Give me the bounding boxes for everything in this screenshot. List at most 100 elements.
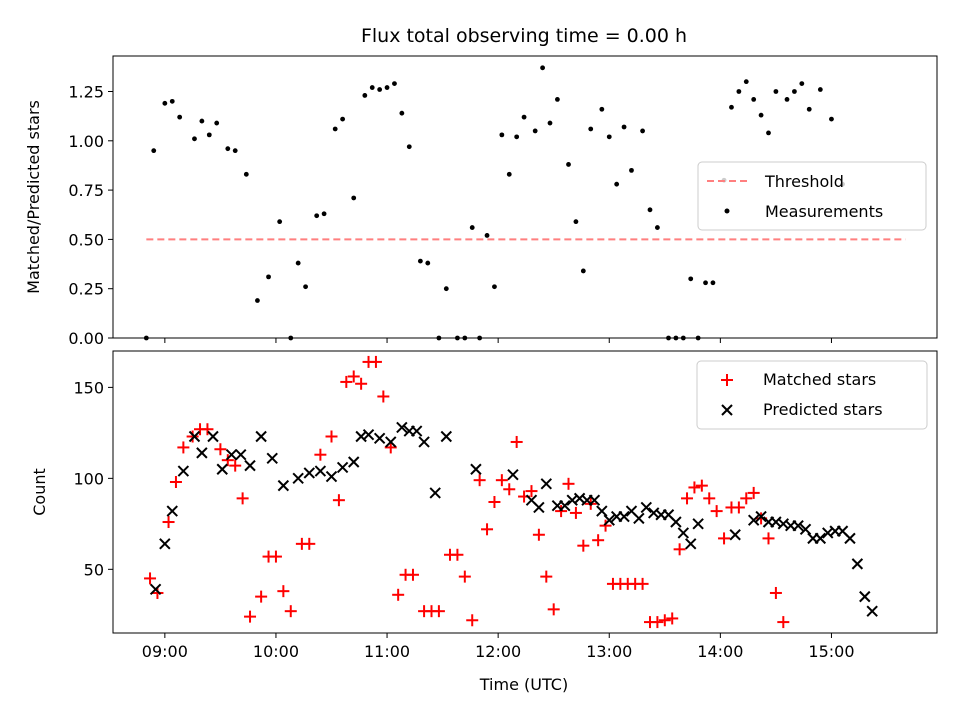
matched-star-point — [577, 539, 590, 552]
measurement-point — [766, 130, 771, 136]
predicted-star-point — [325, 470, 338, 483]
measurement-point — [784, 96, 790, 102]
measurement-point — [580, 268, 586, 274]
ratio-y-tick-label: 0.25 — [68, 280, 104, 299]
predicted-star-point — [670, 516, 682, 528]
measurement-point — [629, 167, 634, 173]
measurement-point — [266, 274, 271, 280]
count-x-tick-label: 14:00 — [697, 642, 743, 661]
count-x-tick-label: 11:00 — [364, 642, 410, 661]
measurement-point — [369, 85, 375, 90]
measurement-point — [243, 171, 249, 177]
matched-star-point — [325, 430, 338, 443]
measurement-point — [384, 85, 390, 90]
matched-star-point — [177, 441, 190, 454]
matched-star-point — [732, 501, 745, 514]
predicted-star-point — [685, 538, 697, 550]
predicted-star-point — [207, 430, 219, 443]
measurement-point — [417, 258, 423, 264]
matched-star-point — [384, 441, 397, 454]
predicted-star-point — [470, 463, 482, 475]
predicted-star-point — [429, 487, 441, 499]
measurement-point — [758, 112, 764, 118]
matched-star-point — [214, 443, 227, 456]
matched-star-point — [532, 528, 545, 541]
matched-star-point — [303, 537, 316, 550]
measurement-point — [688, 276, 694, 282]
matched-star-point — [377, 390, 390, 403]
matched-star-point — [592, 534, 605, 547]
measurement-point — [654, 225, 660, 230]
matched-star-point — [144, 572, 157, 585]
predicted-star-point — [799, 523, 812, 536]
predicted-star-point — [159, 538, 171, 550]
measurement-point — [162, 100, 168, 106]
predicted-star-point — [196, 447, 208, 459]
measurement-point — [214, 120, 220, 126]
measurement-point — [555, 96, 560, 102]
matched-star-point — [747, 486, 760, 499]
matched-star-point — [269, 550, 282, 563]
count-y-axis-title: Count — [30, 468, 49, 516]
predicted-star-point — [166, 505, 178, 517]
count-panel: 50 100 150 09:00 10:00 11:00 12:00 13:00 14:00 15… — [30, 350, 938, 694]
measurement-point — [443, 286, 449, 292]
matched-star-point — [229, 459, 242, 472]
matched-star-point — [666, 612, 679, 625]
matched-star-point — [277, 585, 290, 598]
predicted-star-point — [225, 448, 238, 461]
predicted-star-point — [814, 532, 827, 545]
matched-star-point — [284, 605, 297, 618]
predicted-star-point — [336, 461, 349, 474]
ratio-y-tick-label: 1.00 — [68, 132, 104, 151]
predicted-star-point — [640, 501, 652, 514]
matched-star-point — [703, 492, 716, 505]
predicted-star-point — [692, 518, 704, 530]
matched-star-point — [769, 586, 782, 599]
measurement-point — [599, 106, 605, 112]
measurement-point — [169, 98, 175, 104]
matched-star-point — [314, 448, 327, 461]
matched-star-point — [162, 516, 175, 529]
matched-star-point — [392, 588, 405, 601]
measurement-point — [521, 114, 527, 120]
predicted-star-point — [677, 527, 690, 539]
x-axis-title: Time (UTC) — [479, 675, 568, 694]
measurement-point — [192, 136, 197, 142]
predicted-legend-swatch — [721, 404, 733, 416]
measurements-legend-label: Measurements — [765, 202, 883, 221]
predicted-star-point — [235, 448, 247, 461]
measurement-point — [532, 128, 538, 134]
matched-star-point — [221, 454, 234, 467]
predicted-star-point — [633, 512, 645, 525]
measurement-point — [232, 148, 238, 154]
measurement-point — [425, 260, 431, 266]
measurement-point — [499, 132, 505, 138]
matched-star-point — [555, 505, 568, 518]
measurement-point — [399, 110, 405, 116]
predicted-star-point — [747, 514, 760, 526]
ratio-y-tick-label: 0.75 — [68, 181, 104, 200]
measurement-point — [314, 213, 320, 219]
predicted-star-point — [596, 505, 608, 517]
measurement-point — [703, 280, 708, 286]
measurement-point — [566, 162, 571, 167]
measurement-point — [829, 116, 834, 122]
measurement-point — [277, 219, 283, 225]
measurement-point — [469, 225, 475, 230]
ratio-panel-frame — [112, 55, 938, 339]
predicted-star-point — [373, 432, 386, 445]
ratio-y-axis-title: Matched/Predicted stars — [24, 100, 43, 294]
measurement-point — [773, 89, 779, 94]
ratio-legend-box — [697, 161, 927, 231]
predicted-star-point — [277, 479, 290, 492]
matched-star-point — [740, 492, 753, 505]
predicted-star-point — [618, 510, 630, 523]
measurement-point — [362, 93, 368, 98]
chart-title: Flux total observing time = 0.00 h — [361, 25, 687, 47]
matched-legend-label: Matched stars — [763, 370, 876, 389]
predicted-star-point — [588, 494, 601, 506]
predicted-star-point — [851, 558, 864, 570]
predicted-star-point — [244, 459, 256, 472]
